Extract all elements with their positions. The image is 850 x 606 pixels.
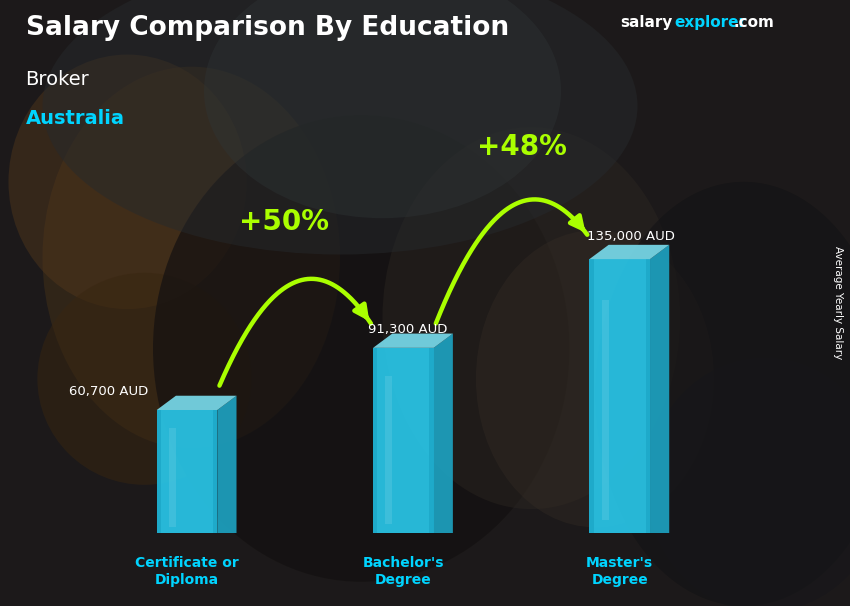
Text: 91,300 AUD: 91,300 AUD [368,322,447,336]
Text: 135,000 AUD: 135,000 AUD [586,230,675,243]
Polygon shape [373,348,434,533]
Ellipse shape [42,0,638,255]
Polygon shape [156,410,161,533]
Polygon shape [169,428,176,527]
Text: +48%: +48% [478,133,567,161]
Ellipse shape [8,55,246,309]
Polygon shape [434,333,453,533]
Text: 60,700 AUD: 60,700 AUD [69,385,148,398]
Text: Bachelor's
Degree: Bachelor's Degree [363,556,444,587]
Polygon shape [429,348,434,533]
Ellipse shape [476,230,714,527]
Polygon shape [589,245,669,259]
Text: Average Yearly Salary: Average Yearly Salary [833,247,843,359]
Polygon shape [156,396,236,410]
Text: salary: salary [620,15,673,30]
Ellipse shape [153,115,570,582]
Polygon shape [218,396,236,533]
Text: +50%: +50% [240,208,329,236]
Text: Certificate or
Diploma: Certificate or Diploma [135,556,239,587]
Polygon shape [589,259,650,533]
Ellipse shape [204,0,561,218]
Text: Broker: Broker [26,70,89,88]
Polygon shape [385,376,393,524]
Polygon shape [589,259,593,533]
Text: Salary Comparison By Education: Salary Comparison By Education [26,15,508,41]
Polygon shape [646,259,650,533]
Polygon shape [213,410,218,533]
Ellipse shape [595,182,850,606]
Polygon shape [602,300,609,519]
Text: Australia: Australia [26,109,124,128]
Polygon shape [373,333,453,348]
Polygon shape [650,245,669,533]
Text: explorer: explorer [674,15,746,30]
Text: .com: .com [734,15,774,30]
Ellipse shape [382,127,680,509]
Ellipse shape [37,273,252,485]
Text: Master's
Degree: Master's Degree [586,556,654,587]
Polygon shape [373,348,377,533]
Polygon shape [156,410,218,533]
Ellipse shape [646,358,850,606]
Ellipse shape [42,67,340,448]
